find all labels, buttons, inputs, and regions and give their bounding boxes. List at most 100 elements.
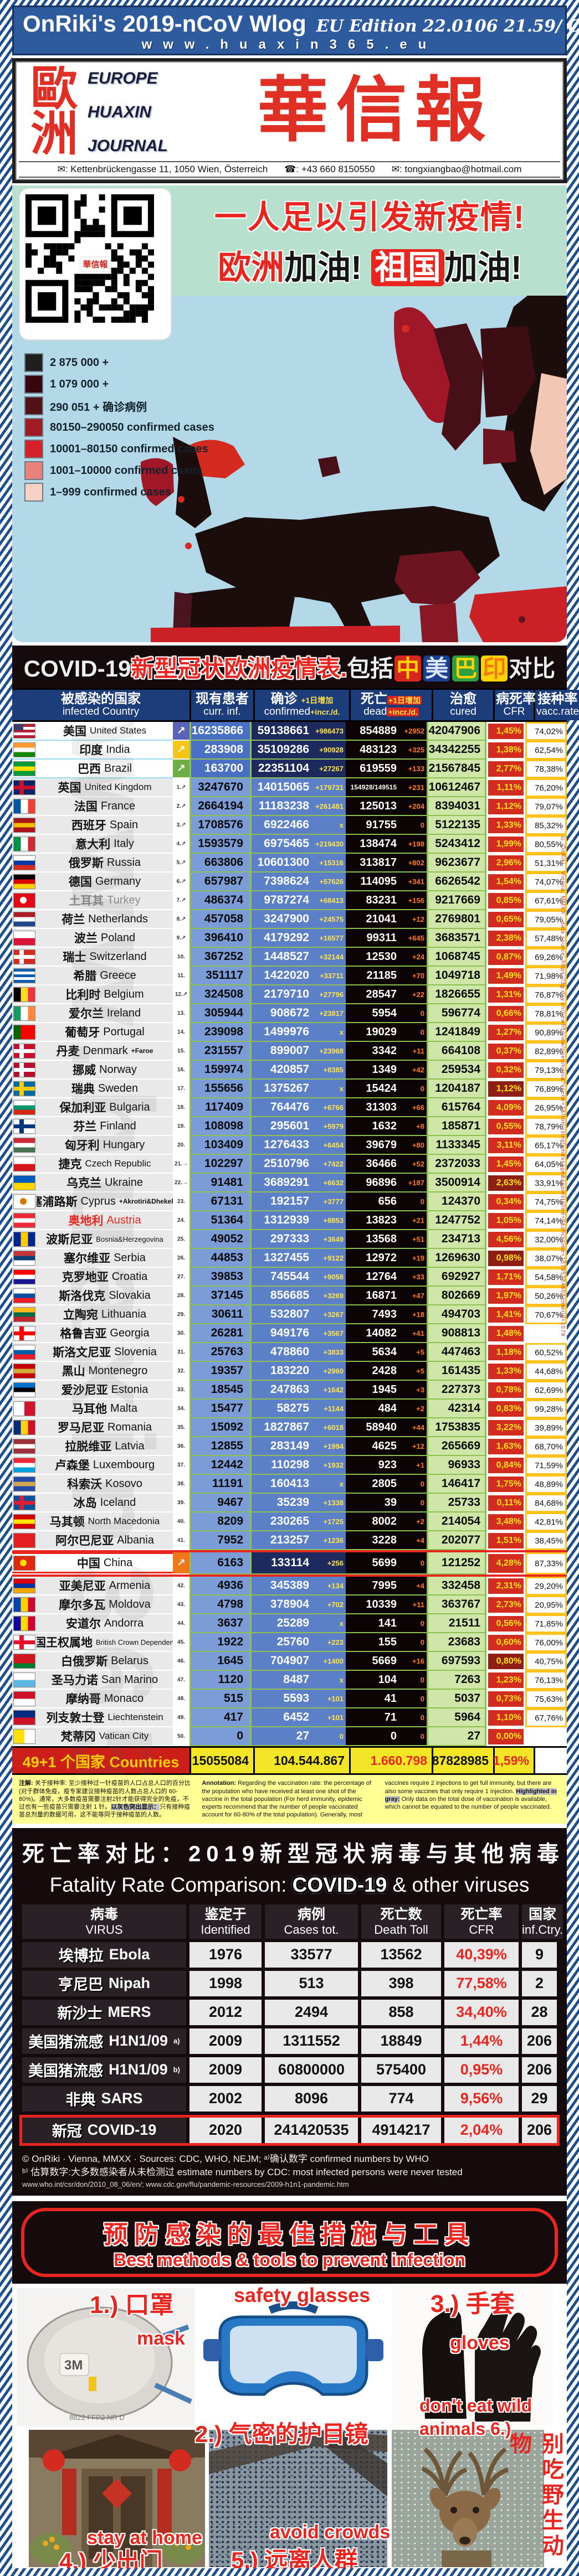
- vaccination-rate: 70,67%: [525, 1305, 567, 1325]
- virus-name: 美国猪流感 H1N1/09 b): [22, 2057, 186, 2083]
- country-name-en: Estonia: [111, 1383, 148, 1396]
- deaths-number: 14082: [366, 1326, 397, 1339]
- deaths-increase: +11: [412, 1600, 424, 1609]
- country-name-cn: 乌克兰: [66, 1177, 102, 1190]
- cfr-value: 2,96%: [486, 854, 525, 873]
- cured: 5037: [427, 1690, 486, 1709]
- country-name-cn: 斯洛文尼亚: [53, 1346, 111, 1360]
- country-name-cn: 希腊: [73, 970, 97, 983]
- flag-cell: [12, 1633, 37, 1653]
- deaths-increase: +2: [416, 1404, 424, 1413]
- country-name: 瑞士 Switzerland: [37, 948, 173, 967]
- cfr-value: 0,32%: [486, 1061, 525, 1080]
- deaths-number: 656: [378, 1195, 397, 1207]
- current-infections: 239098: [189, 1023, 252, 1042]
- deaths: 21185 +70: [346, 967, 427, 986]
- cfr-value: 0,55%: [486, 1117, 525, 1137]
- country-name-en: Portugal: [103, 1025, 145, 1038]
- identified-year: 1976: [189, 1942, 262, 1968]
- logo-word-huaxin: HUAXIN: [88, 103, 152, 121]
- cfr-value: 0,37%: [486, 1042, 525, 1061]
- vaccination-rate: 78,79%: [525, 1117, 567, 1137]
- confirmed-cases: 1276433 +6454: [252, 1136, 346, 1155]
- vaccination-rate: 29,20%: [525, 1577, 567, 1596]
- cfr-value: 1,48%: [486, 1324, 525, 1344]
- infected-countries: 206: [522, 2028, 557, 2054]
- confirmed-increase: +1400: [323, 1656, 344, 1665]
- cfr-value: 4,28%: [486, 1552, 525, 1575]
- cured: 202077: [427, 1531, 486, 1551]
- fatality-col-header: 鉴定于 Identified: [189, 1904, 262, 1939]
- country-name-cn: 英国王权属地: [37, 1637, 93, 1650]
- fatality-col-header: 病例 Cases tot.: [265, 1904, 358, 1939]
- cfr-value: 1,10%: [486, 1708, 525, 1728]
- country-flag: [13, 1532, 35, 1548]
- flag-cell: [12, 1287, 37, 1306]
- confirmed-increase: +134: [327, 1581, 344, 1590]
- rank-marker: ↗: [173, 760, 189, 779]
- confirmed-cases: 1827867 +6018: [252, 1418, 346, 1438]
- vaccination-rate: 40,75%: [525, 1652, 567, 1671]
- flag-cell: [12, 1512, 37, 1532]
- wild-label-cn: 别吃野生动物: [506, 2432, 563, 2559]
- confirmed-increase: +261481: [315, 802, 344, 811]
- current-infections: 417: [189, 1708, 252, 1728]
- deaths-increase: +44: [412, 1423, 424, 1432]
- flag-cell: [12, 1671, 37, 1690]
- fatality-footnotes: © OnRiki · Vienna, MMXX · Sources: CDC, …: [22, 2152, 557, 2190]
- country-name-cn: 摩尔多瓦: [59, 1599, 106, 1612]
- deaths: 8002 +2: [346, 1512, 427, 1532]
- fatality-header-cn: 病例: [297, 1906, 325, 1922]
- confirmed-number: 295601: [270, 1119, 309, 1133]
- country-name: 立陶宛 Lithuania: [37, 1305, 173, 1325]
- deaths-increase: +8: [416, 1122, 424, 1130]
- blog-title: OnRiki's 2019-nCoV Wlog: [23, 11, 306, 37]
- confirmed-number: 213257: [270, 1534, 309, 1547]
- virus-name-en: Ebola: [109, 1946, 150, 1963]
- deaths: 104 0: [346, 1671, 427, 1690]
- virus-name-cn: 新冠: [52, 2123, 82, 2141]
- current-infections: 3247670: [189, 778, 252, 798]
- country-name-en: Romania: [107, 1421, 152, 1433]
- virus-name: 美国猪流感 H1N1/09 a): [22, 2028, 186, 2054]
- country-flag: [13, 1005, 35, 1021]
- rank-marker: 23.: [173, 1193, 189, 1212]
- confirmed-cases: 1499976 x: [252, 1023, 346, 1042]
- country-name-en: Netherlands: [88, 912, 148, 925]
- cured: 6626542: [427, 873, 486, 892]
- table-row: 德国 Germany 6.↗ 657987 7398624 +57626 114095 +34…: [12, 873, 567, 892]
- confirmed-increase: +179731: [315, 783, 344, 792]
- table-row: 意大利 Italy 4.↗ 1593579 6975465 +219430 138474 +1…: [12, 835, 567, 854]
- confirmed-increase: +8853: [323, 1216, 344, 1225]
- current-infections: 283908: [189, 741, 252, 760]
- cured: 802669: [427, 1287, 486, 1306]
- confirmed-number: 704907: [270, 1654, 309, 1668]
- table-row: 卢森堡 Luxembourg 37. 12442 110298 +1932 923 +1 969…: [12, 1456, 567, 1475]
- rank-marker: 21.→: [173, 1155, 189, 1174]
- total-dead: 1.660.798: [351, 1748, 432, 1774]
- current-infections: 19357: [189, 1362, 252, 1381]
- deaths: 154928/149515 +231: [346, 778, 427, 798]
- confirmed-increase: x: [339, 1084, 344, 1093]
- country-name: 克罗地亚 Croatia: [37, 1268, 173, 1287]
- fatality-row: 亨尼巴 Nipah 1998 513 398 77,58% 2: [22, 1970, 557, 1996]
- current-infections: 1922: [189, 1633, 252, 1653]
- vaccination-rate: 67,61%: [525, 891, 567, 911]
- country-flag: [13, 1062, 35, 1077]
- country-flag: [13, 1212, 35, 1228]
- flag-cell: [12, 1494, 37, 1513]
- confirmed-number: 8487: [283, 1673, 309, 1686]
- deaths-number: 21041: [366, 912, 397, 925]
- flag-cell: [12, 1437, 37, 1457]
- country-name-cn: 波斯尼亚: [46, 1233, 93, 1247]
- country-name: 爱沙尼亚 Estonia: [37, 1381, 173, 1400]
- fatality-header-en: VIRUS: [85, 1922, 123, 1937]
- cfr-value: 4,09%: [486, 1098, 525, 1118]
- legend-swatch: [24, 353, 43, 372]
- rank-marker: 50.: [173, 1727, 189, 1747]
- cfr-value: 1,33%: [486, 816, 525, 835]
- deaths-number: 3342: [372, 1044, 397, 1057]
- rank-marker: 6.↗: [173, 873, 189, 892]
- deaths-increase: +18: [412, 1310, 424, 1319]
